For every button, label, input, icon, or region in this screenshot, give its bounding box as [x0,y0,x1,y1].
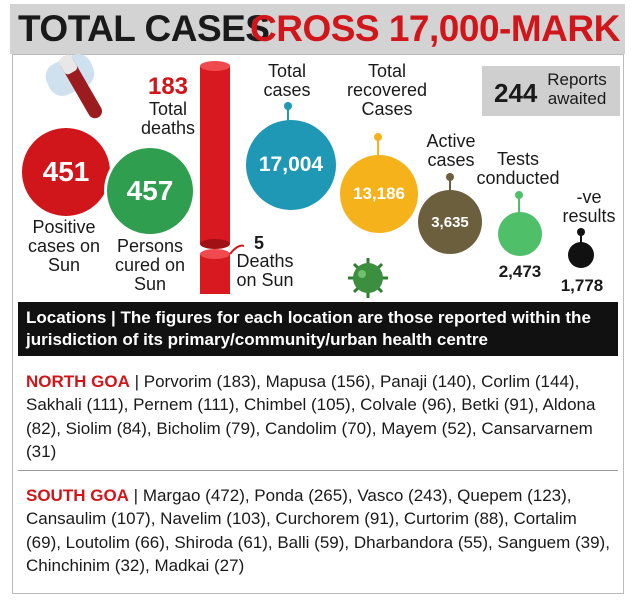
positive-cases-value: 451 [42,156,90,187]
reports-awaited-box: 244 Reports awaited [482,66,620,116]
negative-stem [580,230,582,244]
tests-stem [518,194,520,214]
positive-cases-label: Positive cases on Sun [27,217,101,275]
south-goa-text: | Margao (472), Ponda (265), Vasco (243)… [26,486,610,576]
persons-cured-label: Persons cured on Sun [114,236,186,294]
active-cases-stem [449,176,451,192]
south-goa-list: SOUTH GOA | Margao (472), Ponda (265), V… [26,484,616,578]
total-cases-label: Total cases [263,61,311,100]
deaths-sun-label: Deaths on Sun [236,251,294,290]
total-deaths-value: 183 [147,73,189,100]
positive-cases-circle: 451 [22,128,110,216]
south-goa-name: SOUTH GOA [26,486,129,505]
negative-value: 1,778 [560,276,604,295]
persons-cured-circle: 457 [104,145,196,237]
total-cases-dot [284,102,292,110]
active-cases-value: 3,635 [431,213,469,231]
locations-header: Locations | The figures for each locatio… [18,302,618,356]
negative-circle [568,242,594,268]
total-deaths-label: Total deaths [140,99,196,138]
headline-part1: TOTAL CASES [18,8,270,49]
total-cases-circle: 17,004 [246,120,336,210]
north-goa-text: | Porvorim (183), Mapusa (156), Panaji (… [26,372,596,462]
deaths-cylinder-chart [200,61,244,294]
total-cases-value: 17,004 [258,153,324,176]
north-goa-list: NORTH GOA | Porvorim (183), Mapusa (156)… [26,370,616,464]
test-tube-icon [45,54,102,119]
recovered-label: Total recovered Cases [346,61,428,119]
deaths-sun-value: 5 [253,233,264,253]
negative-results-label: -ve results [562,187,616,226]
tests-circle [498,212,542,256]
negative-dot [577,228,585,236]
reports-awaited-value: 244 [494,78,538,108]
persons-cured-value: 457 [126,175,174,206]
tests-conducted-label: Tests conducted [476,149,560,188]
active-cases-label: Active cases [426,131,476,170]
region-divider [18,470,618,471]
north-goa-name: NORTH GOA [26,372,130,391]
active-cases-circle: 3,635 [418,190,482,254]
recovered-circle: 13,186 [340,155,418,233]
recovered-value: 13,186 [353,184,405,203]
tests-value: 2,473 [498,262,542,281]
infographic-border [12,54,624,594]
virus-icon [348,258,388,298]
recovered-stem [377,136,379,158]
recovered-dot [374,133,382,141]
headline-part2: CROSS 17,000-MARK [250,8,620,49]
total-cases-stem [287,104,289,122]
active-cases-dot [446,173,454,181]
reports-awaited-label: Reports awaited [547,70,607,108]
headline: TOTAL CASES CROSS 17,000-MARK [10,4,625,54]
tests-dot [515,191,523,199]
